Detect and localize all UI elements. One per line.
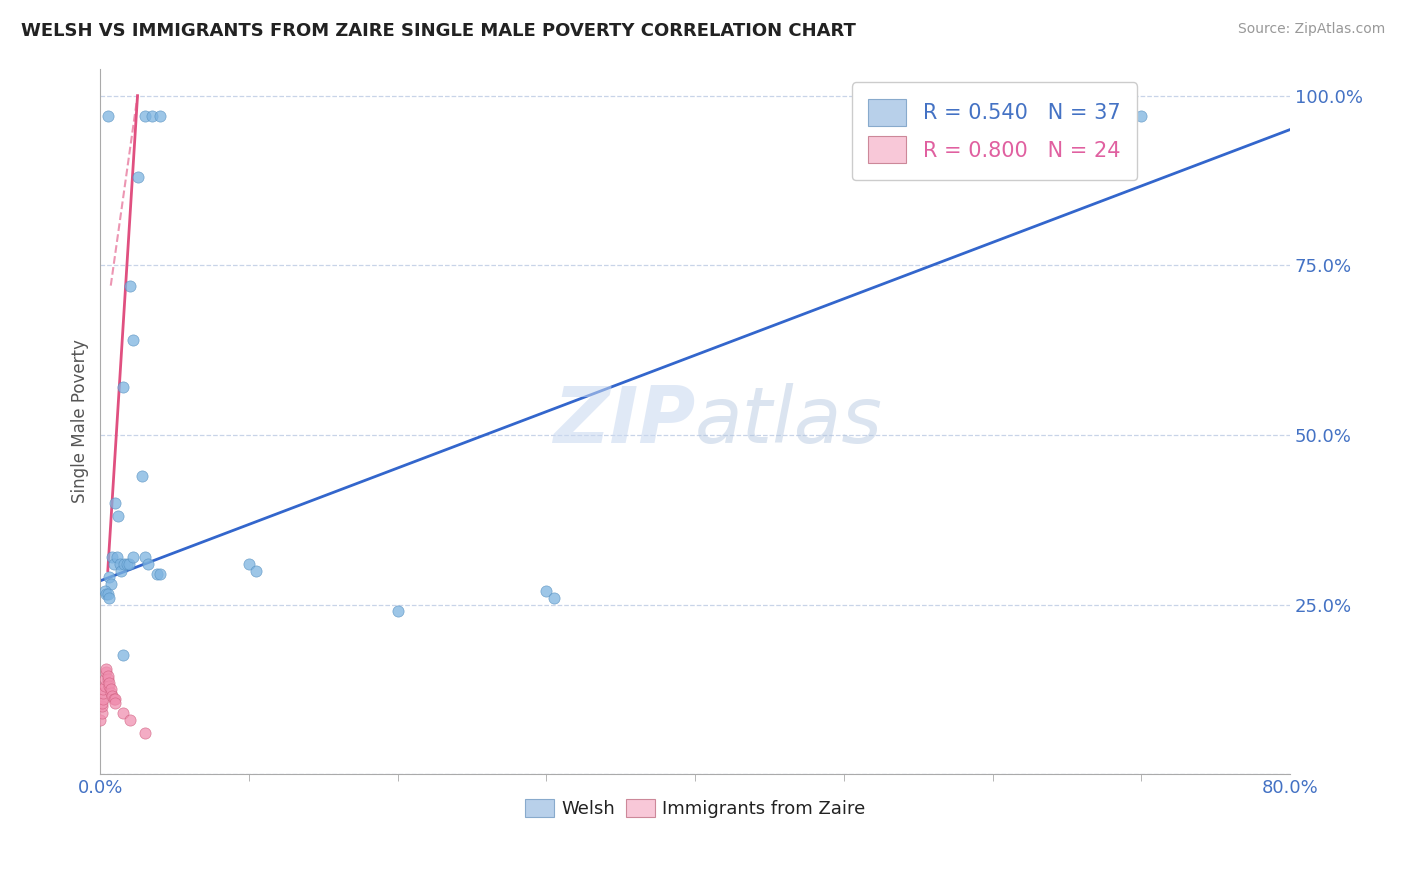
Point	[131, 468, 153, 483]
Point	[94, 583, 117, 598]
Point	[90, 699, 112, 714]
Point	[91, 692, 114, 706]
Point	[101, 689, 124, 703]
Point	[90, 696, 112, 710]
Text: WELSH VS IMMIGRANTS FROM ZAIRE SINGLE MALE POVERTY CORRELATION CHART: WELSH VS IMMIGRANTS FROM ZAIRE SINGLE MA…	[21, 22, 856, 40]
Point	[101, 549, 124, 564]
Point	[104, 692, 127, 706]
Point	[103, 557, 125, 571]
Point	[543, 591, 565, 605]
Point	[387, 604, 409, 618]
Point	[94, 672, 117, 686]
Point	[100, 682, 122, 697]
Point	[117, 557, 139, 571]
Point	[104, 496, 127, 510]
Point	[97, 587, 120, 601]
Point	[122, 333, 145, 347]
Point	[127, 170, 149, 185]
Point	[136, 557, 159, 571]
Point	[141, 109, 163, 123]
Point	[100, 577, 122, 591]
Point	[98, 679, 121, 693]
Point	[120, 713, 142, 727]
Text: atlas: atlas	[695, 384, 883, 459]
Point	[98, 675, 121, 690]
Point	[115, 557, 138, 571]
Point	[89, 713, 111, 727]
Point	[97, 669, 120, 683]
Point	[122, 549, 145, 564]
Point	[90, 706, 112, 720]
Point	[98, 591, 121, 605]
Point	[134, 726, 156, 740]
Y-axis label: Single Male Poverty: Single Male Poverty	[72, 339, 89, 503]
Point	[100, 686, 122, 700]
Point	[97, 672, 120, 686]
Text: ZIP: ZIP	[553, 384, 695, 459]
Point	[536, 583, 558, 598]
Point	[238, 557, 260, 571]
Point	[108, 557, 131, 571]
Point	[110, 564, 132, 578]
Point	[97, 109, 120, 123]
Point	[107, 509, 129, 524]
Point	[245, 564, 267, 578]
Point	[134, 109, 156, 123]
Legend: Welsh, Immigrants from Zaire: Welsh, Immigrants from Zaire	[517, 791, 873, 825]
Point	[149, 566, 172, 581]
Point	[94, 679, 117, 693]
Point	[96, 662, 118, 676]
Point	[96, 665, 118, 680]
Point	[134, 549, 156, 564]
Point	[120, 278, 142, 293]
Point	[98, 570, 121, 584]
Point	[149, 109, 172, 123]
Point	[1130, 109, 1153, 123]
Point	[96, 587, 118, 601]
Point	[91, 682, 114, 697]
Text: Source: ZipAtlas.com: Source: ZipAtlas.com	[1237, 22, 1385, 37]
Point	[91, 686, 114, 700]
Point	[104, 696, 127, 710]
Point	[146, 566, 169, 581]
Point	[111, 380, 134, 394]
Point	[111, 648, 134, 663]
Point	[112, 557, 135, 571]
Point	[111, 706, 134, 720]
Point	[103, 692, 125, 706]
Point	[105, 549, 128, 564]
